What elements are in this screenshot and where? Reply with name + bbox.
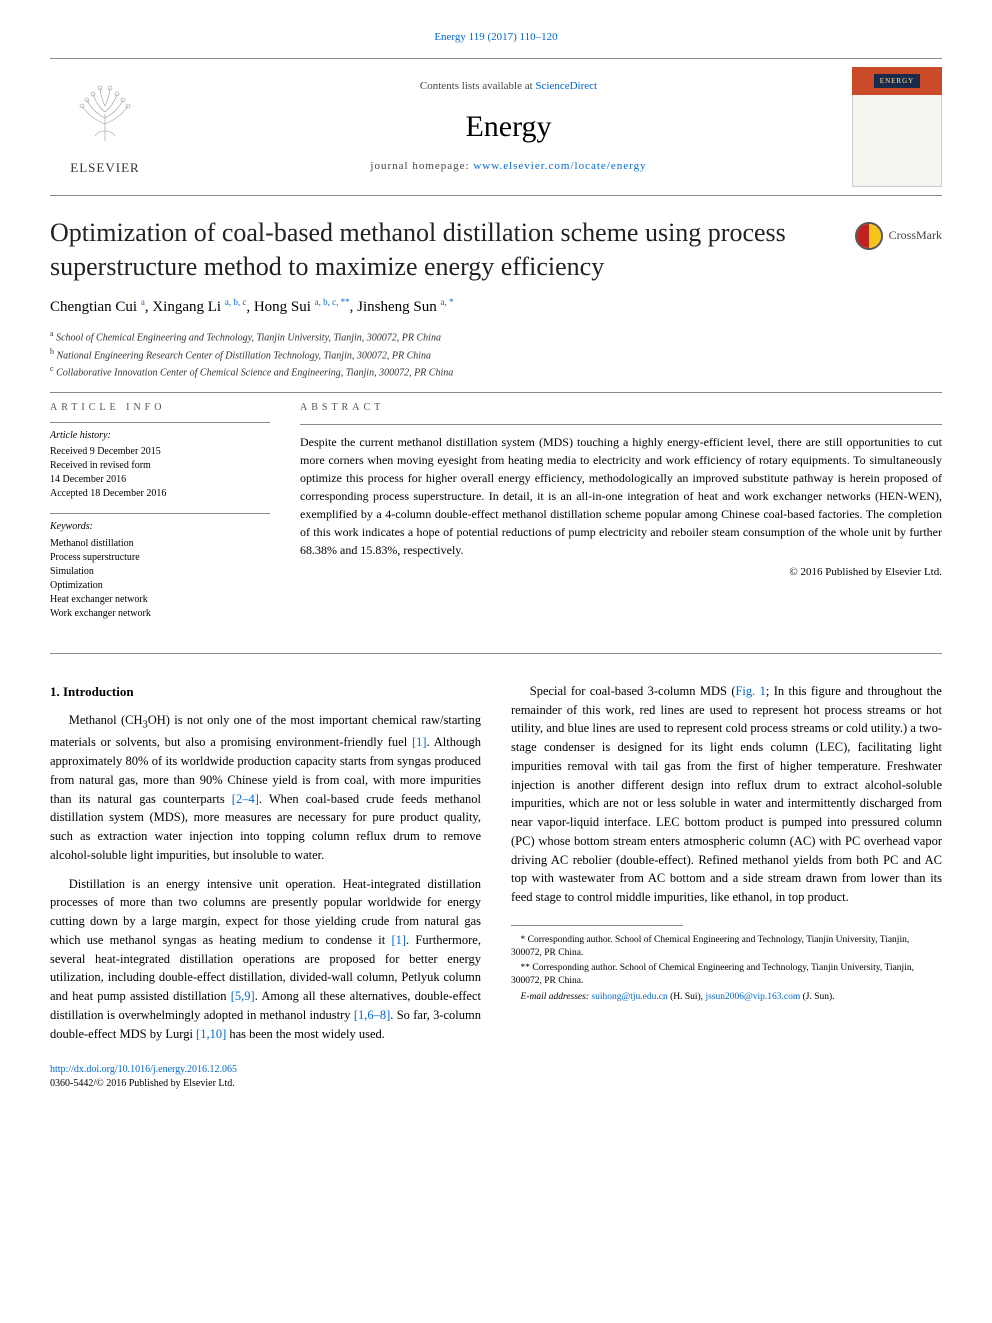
divider [300, 424, 942, 425]
elsevier-tree-icon [70, 76, 140, 155]
journal-cover-thumb: ENERGY [852, 67, 942, 187]
contents-prefix: Contents lists available at [420, 80, 535, 92]
footnote-separator [511, 925, 683, 926]
abstract-text: Despite the current methanol distillatio… [300, 433, 942, 559]
intro-heading: 1. Introduction [50, 682, 481, 702]
journal-header: ELSEVIER Contents lists available at Sci… [50, 58, 942, 196]
crossmark-icon [855, 222, 883, 250]
keyword-line: Process superstructure [50, 551, 270, 565]
intro-p3: Special for coal-based 3-column MDS (Fig… [511, 682, 942, 907]
keyword-line: Optimization [50, 579, 270, 593]
abstract-header: ABSTRACT [300, 401, 942, 416]
ref-link[interactable]: [1,10] [196, 1027, 226, 1041]
keywords-label: Keywords: [50, 520, 270, 535]
divider [50, 513, 270, 514]
email-label: E-mail addresses: [521, 992, 592, 1002]
intro-p2a: Distillation is an energy intensive unit… [50, 875, 481, 1044]
cover-bottom [852, 95, 942, 187]
history-block: Article history: Received 9 December 201… [50, 429, 270, 502]
doi-block: http://dx.doi.org/10.1016/j.energy.2016.… [50, 1063, 942, 1091]
text: Methanol (CH [69, 713, 143, 727]
footnote-block: * Corresponding author. School of Chemic… [511, 925, 942, 1004]
email-link[interactable]: jssun2006@vip.163.com [705, 992, 800, 1002]
title-row: Optimization of coal-based methanol dist… [50, 216, 942, 284]
homepage-prefix: journal homepage: [370, 160, 473, 172]
contents-line: Contents lists available at ScienceDirec… [200, 79, 817, 95]
history-label: Article history: [50, 429, 270, 444]
sciencedirect-link[interactable]: ScienceDirect [535, 80, 597, 92]
ref-link[interactable]: [1] [412, 735, 427, 749]
intro-p1: Methanol (CH3OH) is not only one of the … [50, 711, 481, 864]
keyword-line: Methanol distillation [50, 537, 270, 551]
authors-line: Chengtian Cui a, Xingang Li a, b, c, Hon… [50, 296, 942, 319]
homepage-line: journal homepage: www.elsevier.com/locat… [200, 159, 817, 175]
history-line: 14 December 2016 [50, 473, 270, 487]
journal-name: Energy [200, 105, 817, 149]
citation-header: Energy 119 (2017) 110–120 [50, 30, 942, 46]
keywords-block: Keywords: Methanol distillationProcess s… [50, 520, 270, 621]
divider [50, 653, 942, 654]
crossmark-badge[interactable]: CrossMark [855, 222, 942, 250]
text: Special for coal-based 3-column MDS ( [530, 684, 736, 698]
affiliation-line: c Collaborative Innovation Center of Che… [50, 363, 942, 380]
ref-link[interactable]: [2–4] [232, 792, 259, 806]
issn-line: 0360-5442/© 2016 Published by Elsevier L… [50, 1078, 235, 1089]
article-info-col: ARTICLE INFO Article history: Received 9… [50, 401, 270, 633]
ref-link[interactable]: [5,9] [231, 989, 255, 1003]
elsevier-logo: ELSEVIER [50, 72, 160, 182]
email-link[interactable]: suihong@tju.edu.cn [591, 992, 667, 1002]
ref-link[interactable]: [1,6–8] [354, 1008, 390, 1022]
footnote-emails: E-mail addresses: suihong@tju.edu.cn (H.… [511, 991, 942, 1004]
fig-link[interactable]: Fig. 1 [735, 684, 765, 698]
abstract-col: ABSTRACT Despite the current methanol di… [300, 401, 942, 633]
header-center: Contents lists available at ScienceDirec… [180, 79, 837, 174]
elsevier-name: ELSEVIER [70, 159, 139, 178]
keywords-text: Methanol distillationProcess superstruct… [50, 537, 270, 621]
divider [50, 422, 270, 423]
article-title: Optimization of coal-based methanol dist… [50, 216, 835, 284]
text: . Further [406, 933, 452, 947]
affiliation-line: a School of Chemical Engineering and Tec… [50, 328, 942, 345]
history-text: Received 9 December 2015Received in revi… [50, 445, 270, 501]
keyword-line: Work exchanger network [50, 607, 270, 621]
info-abstract-row: ARTICLE INFO Article history: Received 9… [50, 401, 942, 633]
divider [50, 392, 942, 393]
abstract-copyright: © 2016 Published by Elsevier Ltd. [300, 565, 942, 581]
history-line: Received 9 December 2015 [50, 445, 270, 459]
footnote-2: ** Corresponding author. School of Chemi… [511, 962, 942, 988]
homepage-link[interactable]: www.elsevier.com/locate/energy [473, 160, 646, 172]
body-columns: 1. Introduction Methanol (CH3OH) is not … [50, 682, 942, 1044]
text: has been the most widely used. [226, 1027, 385, 1041]
crossmark-label: CrossMark [889, 227, 942, 244]
footnote-1: * Corresponding author. School of Chemic… [511, 934, 942, 960]
text: (H. Sui), [668, 992, 706, 1002]
history-line: Accepted 18 December 2016 [50, 487, 270, 501]
ref-link[interactable]: [1] [391, 933, 406, 947]
text: ; In this figure and throughout the rema… [511, 684, 942, 904]
cover-mini-title: ENERGY [874, 74, 920, 88]
text: (J. Sun). [800, 992, 834, 1002]
affiliations: a School of Chemical Engineering and Tec… [50, 328, 942, 380]
citation-link[interactable]: Energy 119 (2017) 110–120 [434, 31, 557, 43]
footnotes: * Corresponding author. School of Chemic… [511, 934, 942, 1004]
keyword-line: Simulation [50, 565, 270, 579]
history-line: Received in revised form [50, 459, 270, 473]
doi-link[interactable]: http://dx.doi.org/10.1016/j.energy.2016.… [50, 1064, 237, 1075]
affiliation-line: b National Engineering Research Center o… [50, 346, 942, 363]
article-info-header: ARTICLE INFO [50, 401, 270, 416]
keyword-line: Heat exchanger network [50, 593, 270, 607]
cover-top: ENERGY [852, 67, 942, 95]
